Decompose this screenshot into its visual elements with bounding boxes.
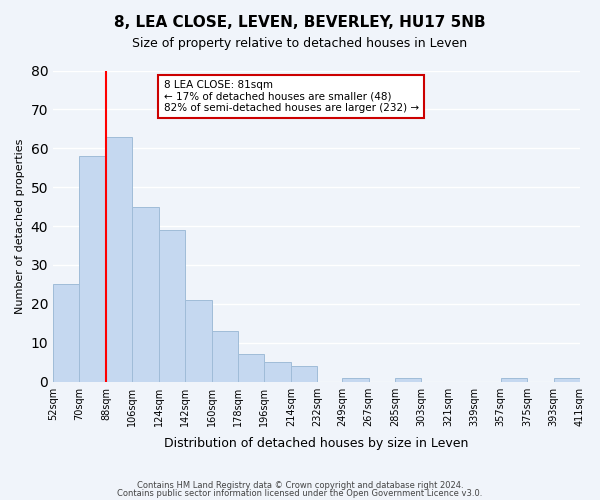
Bar bbox=[53, 284, 79, 382]
Bar bbox=[159, 230, 185, 382]
Bar bbox=[291, 366, 317, 382]
Bar bbox=[133, 206, 159, 382]
Bar bbox=[79, 156, 106, 382]
Text: 8 LEA CLOSE: 81sqm
← 17% of detached houses are smaller (48)
82% of semi-detache: 8 LEA CLOSE: 81sqm ← 17% of detached hou… bbox=[164, 80, 419, 113]
X-axis label: Distribution of detached houses by size in Leven: Distribution of detached houses by size … bbox=[164, 437, 469, 450]
Bar bbox=[185, 300, 212, 382]
Bar bbox=[265, 362, 291, 382]
Text: 8, LEA CLOSE, LEVEN, BEVERLEY, HU17 5NB: 8, LEA CLOSE, LEVEN, BEVERLEY, HU17 5NB bbox=[114, 15, 486, 30]
Bar bbox=[395, 378, 421, 382]
Y-axis label: Number of detached properties: Number of detached properties bbox=[15, 138, 25, 314]
Text: Contains public sector information licensed under the Open Government Licence v3: Contains public sector information licen… bbox=[118, 488, 482, 498]
Bar bbox=[501, 378, 527, 382]
Bar bbox=[106, 136, 133, 382]
Text: Size of property relative to detached houses in Leven: Size of property relative to detached ho… bbox=[133, 38, 467, 51]
Bar bbox=[212, 331, 238, 382]
Bar bbox=[554, 378, 580, 382]
Bar bbox=[342, 378, 368, 382]
Text: Contains HM Land Registry data © Crown copyright and database right 2024.: Contains HM Land Registry data © Crown c… bbox=[137, 481, 463, 490]
Bar bbox=[238, 354, 265, 382]
